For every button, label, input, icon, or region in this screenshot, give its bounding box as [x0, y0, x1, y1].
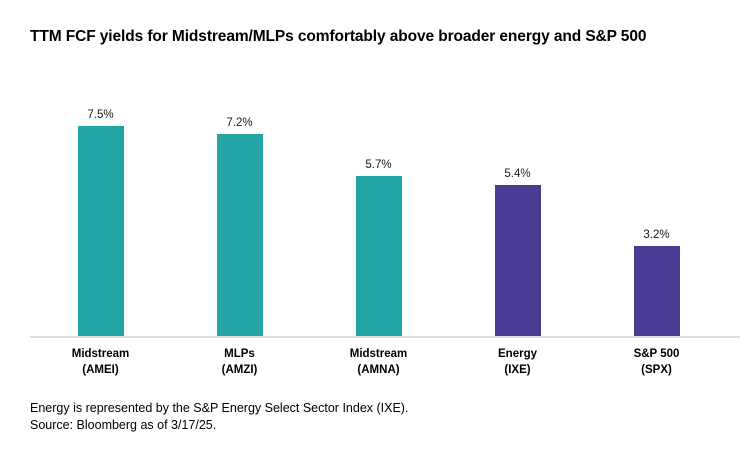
bars-row: 7.5% 7.2% 5.7% 5.4% 3.2% — [31, 104, 726, 336]
bar-value-label: 3.2% — [643, 229, 670, 242]
bar — [216, 134, 263, 336]
bar — [633, 246, 680, 336]
bar-group: 7.2% — [170, 117, 309, 336]
category-label-line: (AMNA) — [357, 363, 400, 376]
category-label: Midstream (AMNA) — [309, 347, 448, 378]
category-label: MLPs (AMZI) — [170, 347, 309, 378]
footnote: Energy is represented by the S&P Energy … — [30, 400, 408, 435]
bar — [355, 176, 402, 336]
bar-group: 3.2% — [587, 229, 726, 336]
x-axis-baseline — [30, 336, 740, 338]
category-label: Energy (IXE) — [448, 347, 587, 378]
bar-group: 5.7% — [309, 159, 448, 336]
bar-value-label: 5.7% — [365, 159, 392, 172]
category-label-line: Midstream — [349, 348, 408, 360]
category-label-line: (IXE) — [504, 363, 531, 376]
category-label-line: (SPX) — [641, 363, 672, 376]
category-label-line: MLPs — [224, 348, 255, 360]
chart-title: TTM FCF yields for Midstream/MLPs comfor… — [30, 28, 647, 45]
bar-group: 7.5% — [31, 109, 170, 336]
category-label-line: Midstream — [71, 348, 130, 360]
bar-value-label: 7.5% — [87, 109, 114, 121]
category-label: S&P 500 (SPX) — [587, 347, 726, 378]
category-row: Midstream (AMEI) MLPs (AMZI) Midstream (AMNA)… — [31, 347, 726, 378]
category-label-line: Energy — [498, 348, 537, 360]
bar-chart: 7.5% 7.2% 5.7% 5.4% 3.2% Midstream (AMEI) MLPs… — [30, 104, 740, 378]
bar-group: 5.4% — [448, 168, 587, 336]
category-label-line: S&P 500 — [633, 348, 680, 360]
category-label: Midstream (AMEI) — [31, 347, 170, 378]
bar — [77, 126, 124, 336]
bar — [494, 184, 541, 336]
category-label-line: (AMZI) — [221, 363, 258, 376]
bar-value-label: 5.4% — [504, 167, 531, 180]
bar-value-label: 7.2% — [226, 117, 253, 130]
category-label-line: (AMEI) — [82, 363, 119, 376]
footnote-line-1: Energy is represented by the S&P Energy … — [30, 401, 409, 415]
footnote-line-2: Source: Bloomberg as of 3/17/25. — [30, 418, 217, 433]
